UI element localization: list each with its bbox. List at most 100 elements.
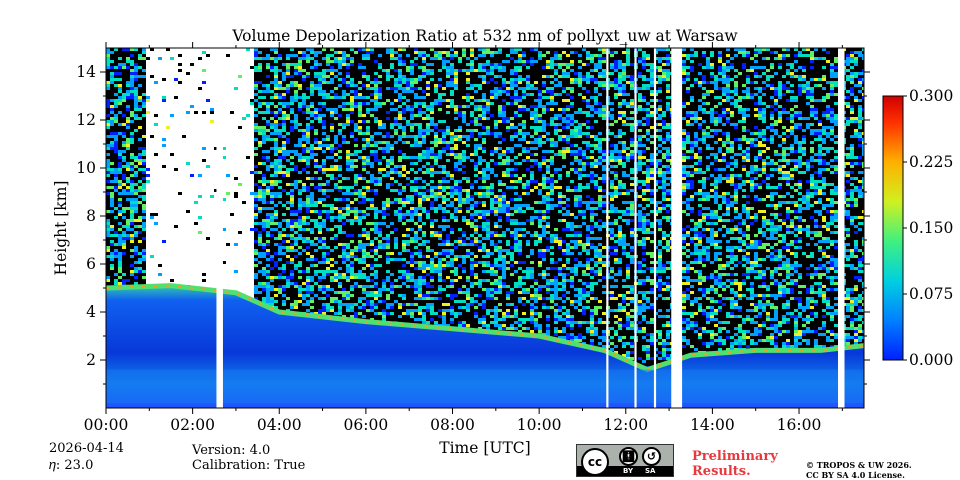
noise-cell — [398, 210, 402, 213]
noise-cell — [298, 162, 302, 165]
noise-cell — [390, 267, 394, 270]
noise-cell — [274, 186, 278, 189]
noise-cell — [350, 99, 354, 102]
noise-cell — [266, 156, 270, 159]
noise-cell — [350, 222, 354, 225]
noise-cell — [270, 195, 274, 198]
noise-cell — [358, 72, 362, 75]
noise-cell — [306, 60, 310, 63]
noise-cell — [358, 108, 362, 111]
noise-cell — [382, 102, 386, 105]
noise-cell — [142, 114, 146, 117]
noise-cell — [430, 78, 434, 81]
noise-cell — [370, 108, 374, 111]
noise-cell — [362, 273, 366, 276]
noise-cell — [402, 57, 406, 60]
noise-cell — [290, 87, 294, 90]
noise-cell — [106, 249, 110, 252]
noise-cell — [390, 159, 394, 162]
noise-cell — [138, 78, 142, 81]
noise-cell — [278, 201, 282, 204]
noise-cell — [350, 177, 354, 180]
noise-cell — [402, 222, 406, 225]
noise-cell — [274, 90, 278, 93]
noise-cell — [366, 120, 370, 123]
noise-cell — [322, 246, 326, 249]
noise-cell — [266, 60, 270, 63]
noise-cell — [362, 159, 366, 162]
noise-cell — [326, 264, 330, 267]
noise-cell — [270, 267, 274, 270]
noise-cell — [338, 294, 342, 297]
noise-cell — [362, 165, 366, 168]
noise-cell — [410, 237, 414, 240]
noise-cell — [418, 159, 422, 162]
noise-cell — [418, 150, 422, 153]
noise-cell — [366, 81, 370, 84]
noise-cell — [390, 120, 394, 123]
noise-cell — [426, 117, 430, 120]
noise-cell — [290, 219, 294, 222]
noise-cell — [258, 87, 262, 90]
noise-cell — [278, 270, 282, 273]
noise-cell — [294, 66, 298, 69]
noise-cell — [370, 48, 374, 51]
noise-cell — [398, 111, 402, 114]
noise-cell — [298, 270, 302, 273]
noise-cell — [394, 225, 398, 228]
noise-cell — [122, 75, 126, 78]
noise-cell — [322, 111, 326, 114]
noise-cell — [406, 138, 410, 141]
noise-cell — [318, 258, 322, 261]
noise-cell — [390, 312, 394, 315]
noise-cell — [378, 231, 382, 234]
noise-cell — [418, 180, 422, 183]
noise-cell — [122, 105, 126, 108]
noise-cell — [322, 132, 326, 135]
noise-cell — [378, 210, 382, 213]
noise-cell — [410, 72, 414, 75]
noise-cell — [154, 213, 158, 216]
noise-cell — [354, 306, 358, 309]
noise-cell — [290, 300, 294, 303]
noise-cell — [338, 312, 342, 315]
noise-cell — [310, 156, 314, 159]
noise-cell — [338, 63, 342, 66]
noise-cell — [274, 150, 278, 153]
noise-cell — [294, 111, 298, 114]
noise-cell — [130, 102, 134, 105]
noise-cell — [274, 84, 278, 87]
noise-cell — [422, 69, 426, 72]
noise-cell — [326, 66, 330, 69]
noise-cell — [186, 72, 190, 75]
noise-cell — [394, 81, 398, 84]
noise-cell — [134, 147, 138, 150]
noise-cell — [322, 102, 326, 105]
noise-cell — [362, 129, 366, 132]
noise-cell — [282, 231, 286, 234]
noise-cell — [390, 303, 394, 306]
noise-cell — [414, 306, 418, 309]
noise-cell — [306, 195, 310, 198]
noise-cell — [346, 123, 350, 126]
noise-cell — [326, 99, 330, 102]
noise-cell — [374, 111, 378, 114]
noise-cell — [430, 138, 434, 141]
noise-cell — [426, 126, 430, 129]
noise-cell — [106, 72, 110, 75]
noise-cell — [198, 195, 202, 198]
noise-cell — [110, 138, 114, 141]
noise-cell — [350, 273, 354, 276]
noise-cell — [310, 102, 314, 105]
noise-cell — [118, 177, 122, 180]
noise-cell — [342, 126, 346, 129]
noise-cell — [118, 156, 122, 159]
noise-cell — [410, 300, 414, 303]
noise-cell — [350, 135, 354, 138]
noise-cell — [302, 282, 306, 285]
noise-cell — [126, 213, 130, 216]
noise-cell — [334, 303, 338, 306]
noise-cell — [414, 96, 418, 99]
noise-cell — [350, 54, 354, 57]
noise-cell — [134, 207, 138, 210]
